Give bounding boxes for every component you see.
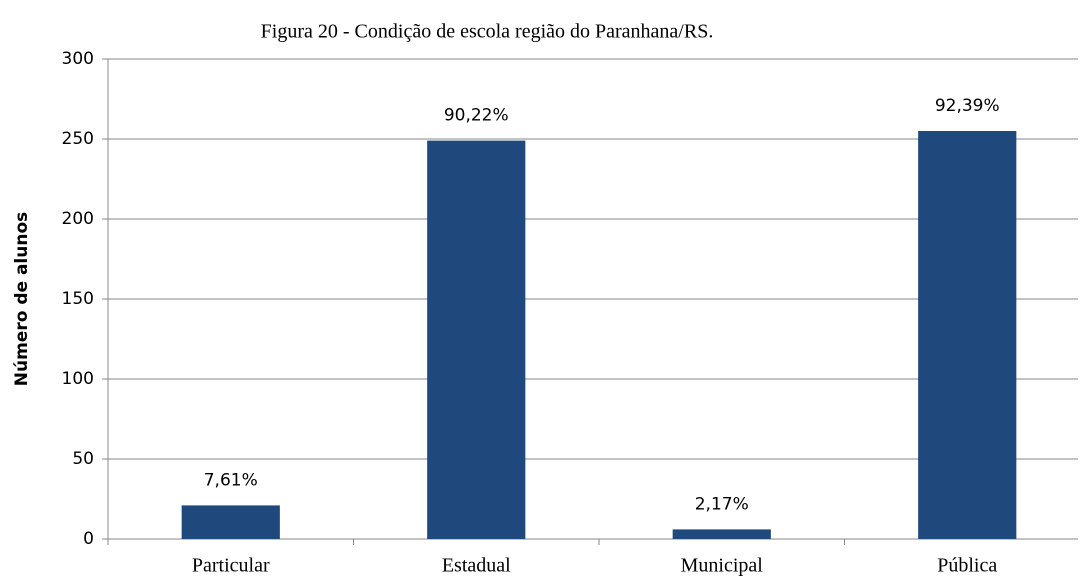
y-tick-label: 250 [62, 129, 94, 149]
x-tick-label: Particular [192, 555, 270, 577]
chart-title: Figura 20 - Condição de escola região do… [261, 21, 714, 43]
bar-annotation: 90,22% [444, 106, 509, 126]
bar-annotation: 92,39% [935, 96, 1000, 116]
bar [181, 505, 280, 539]
x-tick-label: Pública [937, 555, 997, 577]
bar-annotation: 2,17% [695, 494, 749, 514]
y-tick-label: 100 [62, 369, 94, 389]
bar [672, 529, 771, 539]
bar [918, 131, 1017, 539]
x-tick-label: Municipal [681, 555, 764, 577]
x-tick-label: Estadual [442, 555, 511, 577]
y-tick-label: 300 [62, 49, 94, 69]
y-tick-label: 50 [72, 449, 94, 469]
y-tick-label: 0 [83, 529, 94, 549]
y-axis-label: Número de alunos [12, 212, 32, 386]
bar-annotation: 7,61% [204, 470, 258, 490]
bar [427, 140, 526, 539]
y-tick-label: 200 [62, 209, 94, 229]
y-tick-label: 150 [62, 289, 94, 309]
